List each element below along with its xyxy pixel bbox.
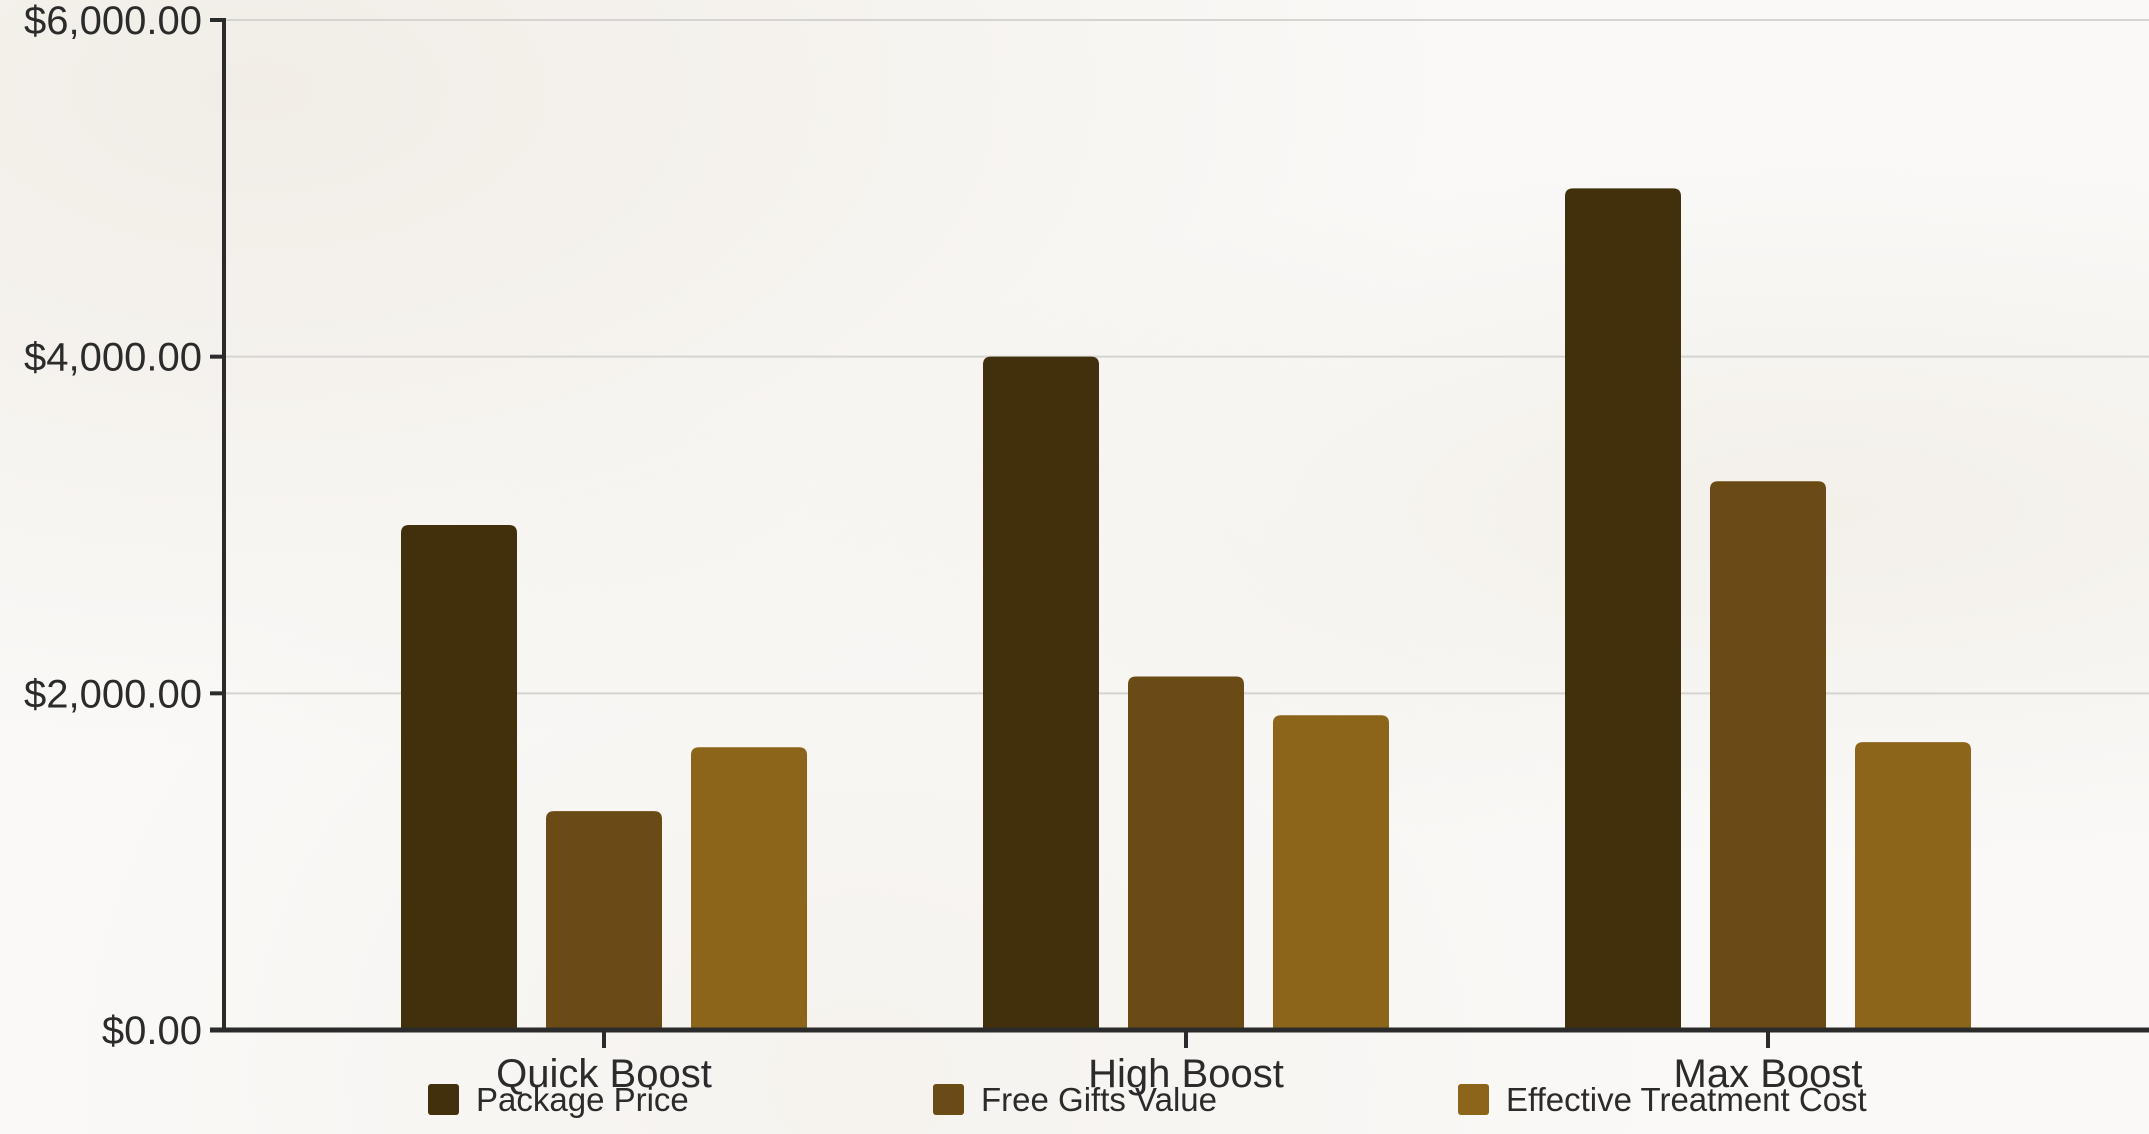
legend-swatch	[428, 1084, 459, 1115]
x-category-label: High Boost	[1088, 1052, 1284, 1096]
bar-package-price-high-boost	[983, 356, 1099, 1031]
bar-package-price-quick-boost	[401, 525, 517, 1030]
y-tick-label: $0.00	[102, 1009, 202, 1053]
bar-effective-treatment-cost-high-boost	[1273, 715, 1389, 1030]
bar-free-gifts-value-max-boost	[1710, 481, 1826, 1030]
bar-package-price-max-boost	[1565, 188, 1681, 1031]
y-tick-label: $6,000.00	[24, 0, 202, 43]
x-category-labels: Quick Boost High Boost Max Boost	[496, 1052, 1862, 1096]
legend-label: Effective Treatment Cost	[1506, 1081, 1867, 1118]
legend-label: Package Price	[476, 1081, 689, 1118]
y-tick-labels: $0.00 $2,000.00 $4,000.00 $6,000.00	[24, 0, 202, 1053]
bars	[401, 188, 1971, 1031]
legend: Package Price Free Gifts Value Effective T…	[428, 1081, 1867, 1118]
axes	[210, 18, 2149, 1048]
x-category-label: Quick Boost	[496, 1052, 712, 1096]
x-category-label: Max Boost	[1674, 1052, 1863, 1096]
bar-free-gifts-value-high-boost	[1128, 676, 1244, 1030]
bar-effective-treatment-cost-max-boost	[1855, 742, 1971, 1030]
legend-swatch	[933, 1084, 964, 1115]
legend-label: Free Gifts Value	[981, 1081, 1217, 1118]
y-tick-label: $4,000.00	[24, 336, 202, 380]
bar-free-gifts-value-quick-boost	[546, 811, 662, 1030]
bar-effective-treatment-cost-quick-boost	[691, 747, 807, 1030]
legend-swatch	[1458, 1084, 1489, 1115]
y-tick-label: $2,000.00	[24, 672, 202, 716]
